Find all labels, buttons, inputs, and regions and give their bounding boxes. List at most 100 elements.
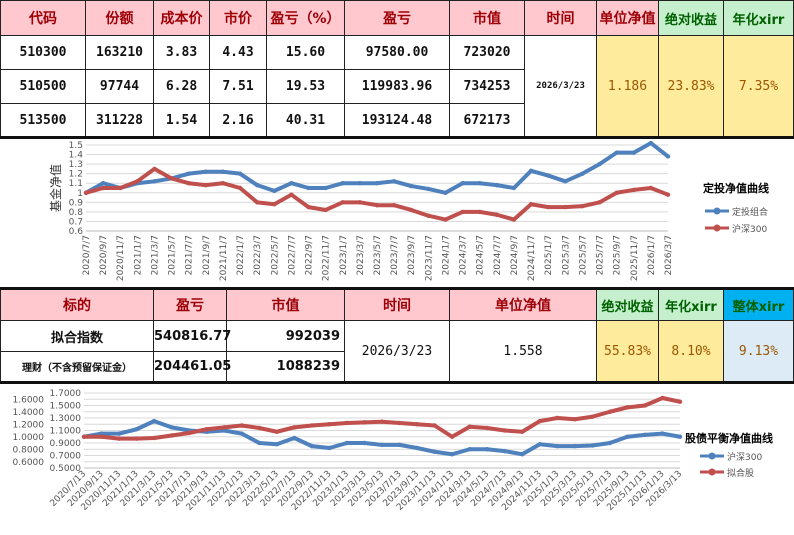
y-tick-label: 0.9000 xyxy=(50,439,82,449)
header-cell[interactable]: 盈亏 xyxy=(344,0,450,36)
x-tick-label: 2025/9/7 xyxy=(613,235,623,275)
header-cell[interactable]: 市值 xyxy=(449,0,525,36)
data-point xyxy=(545,204,551,210)
table-cell[interactable]: 97744 xyxy=(85,69,154,104)
date-cell[interactable]: 2026/3/23 xyxy=(524,35,597,138)
x-tick-label: 2024/5/7 xyxy=(476,235,486,275)
data-point xyxy=(631,187,636,193)
header-cell[interactable]: 标的 xyxy=(0,288,154,321)
header-cell[interactable]: 盈亏 xyxy=(153,288,227,321)
header-cell[interactable]: 市价 xyxy=(209,0,267,36)
header-cell[interactable]: 时间 xyxy=(524,0,597,36)
legend-marker xyxy=(708,452,716,460)
y-tick-label: 1.3000 xyxy=(50,414,82,424)
data-point xyxy=(528,202,534,207)
table-cell[interactable]: 193124.48 xyxy=(344,103,450,138)
y-tick-label: 0.6 xyxy=(69,227,84,237)
table-cell[interactable]: 拟合指数 xyxy=(0,320,154,352)
header-row: 标的 盈亏 市值 时间 单位净值 绝对收益 年化xirr 整体xirr xyxy=(0,288,794,321)
holdings-table: 代码 份额 成本价 市价 盈亏（%） 盈亏 市值 时间 单位净值 绝对收益 年化xirr 510300… xyxy=(0,0,794,139)
header-cell[interactable]: 代码 xyxy=(0,0,86,36)
data-point xyxy=(323,207,328,213)
table-cell[interactable]: 2.16 xyxy=(209,103,267,138)
table-cell[interactable]: 510500 xyxy=(0,69,86,104)
data-point xyxy=(237,171,243,176)
table-cell[interactable]: 3.83 xyxy=(153,35,210,70)
legend-label: 沪深300 xyxy=(727,451,762,463)
x-tick-label: 2023/5/7 xyxy=(373,235,383,275)
x-tick-label: 2023/3/7 xyxy=(356,235,366,275)
table-cell[interactable]: 19.53 xyxy=(266,69,345,104)
table-cell[interactable]: 1.54 xyxy=(153,103,210,138)
header-cell[interactable]: 单位净值 xyxy=(596,0,659,36)
table-cell[interactable]: 6.28 xyxy=(153,69,210,104)
nav-cell[interactable]: 1.558 xyxy=(449,320,597,383)
data-point xyxy=(81,434,87,439)
data-point xyxy=(597,200,602,205)
table-cell[interactable]: 163210 xyxy=(85,35,154,70)
table-cell[interactable]: 540816.77 xyxy=(153,320,231,352)
data-point xyxy=(660,431,665,436)
header-cell[interactable]: 市值 xyxy=(226,288,345,321)
legend-marker xyxy=(708,468,716,476)
table-cell[interactable]: 204461.05 xyxy=(153,351,231,383)
data-point xyxy=(443,217,448,222)
table-cell[interactable]: 734253 xyxy=(449,69,525,104)
xirr-cell[interactable]: 7.35% xyxy=(723,35,794,138)
header-cell[interactable]: 年化xirr xyxy=(723,0,794,36)
header-cell[interactable]: 整体xirr xyxy=(723,288,794,321)
header-cell[interactable]: 时间 xyxy=(344,288,450,321)
x-tick-label: 2024/1/7 xyxy=(441,235,451,275)
header-cell[interactable]: 盈亏（%） xyxy=(266,0,345,36)
data-point xyxy=(340,200,345,205)
data-point xyxy=(537,418,542,424)
table-cell[interactable]: 40.31 xyxy=(266,103,345,138)
data-point xyxy=(379,442,385,448)
data-point xyxy=(511,185,517,191)
xirr-cell[interactable]: 8.10% xyxy=(658,320,724,383)
data-point xyxy=(477,181,482,186)
data-point xyxy=(665,192,671,197)
table-cell[interactable]: 311228 xyxy=(85,103,154,138)
header-cell[interactable]: 份额 xyxy=(85,0,154,36)
table-cell[interactable]: 7.51 xyxy=(209,69,267,104)
header-row: 代码 份额 成本价 市价 盈亏（%） 盈亏 市值 时间 单位净值 绝对收益 年化xirr xyxy=(0,0,794,36)
x-tick-label: 2026/1/7 xyxy=(647,235,657,275)
table-cell[interactable]: 理财（不含预留保证金） xyxy=(0,351,154,383)
table-cell[interactable]: 510300 xyxy=(0,35,86,70)
data-point xyxy=(374,203,380,208)
data-point xyxy=(677,434,683,439)
table-row: 510500 97744 6.28 7.51 19.53 119983.96 734253 xyxy=(0,69,794,104)
table-cell[interactable]: 97580.00 xyxy=(344,35,450,70)
data-point xyxy=(257,425,262,431)
table-cell[interactable]: 513500 xyxy=(0,103,86,138)
nav-cell[interactable]: 1.186 xyxy=(596,35,659,138)
table-cell[interactable]: 672173 xyxy=(449,103,525,138)
data-point xyxy=(306,185,311,191)
y-tick-label: 1.4 xyxy=(69,151,84,161)
abs-return-cell[interactable]: 23.83% xyxy=(658,35,724,138)
table-cell[interactable]: 1088239 xyxy=(226,351,345,383)
table-cell[interactable]: 4.43 xyxy=(209,35,267,70)
data-point xyxy=(272,188,277,194)
chart-title: 定投净值曲线 xyxy=(703,181,769,195)
date-cell[interactable]: 2026/3/23 xyxy=(344,320,450,383)
data-point xyxy=(186,430,192,436)
total-xirr-cell[interactable]: 9.13% xyxy=(723,320,794,383)
table-cell[interactable]: 723020 xyxy=(449,35,525,70)
table-cell[interactable]: 992039 xyxy=(226,320,345,352)
x-tick-label: 2024/11/7 xyxy=(527,235,537,281)
y-tick-label: 1.4000 xyxy=(13,408,45,418)
data-point xyxy=(100,185,106,191)
header-cell[interactable]: 绝对收益 xyxy=(658,0,724,36)
header-cell[interactable]: 单位净值 xyxy=(449,288,597,321)
data-point xyxy=(151,418,157,424)
abs-return-cell[interactable]: 55.83% xyxy=(596,320,659,383)
data-point xyxy=(289,192,294,197)
header-cell[interactable]: 绝对收益 xyxy=(596,288,659,321)
table-cell[interactable]: 119983.96 xyxy=(344,69,450,104)
data-point xyxy=(432,423,437,428)
table-cell[interactable]: 15.60 xyxy=(266,35,345,70)
header-cell[interactable]: 成本价 xyxy=(153,0,210,36)
header-cell[interactable]: 年化xirr xyxy=(658,288,724,321)
